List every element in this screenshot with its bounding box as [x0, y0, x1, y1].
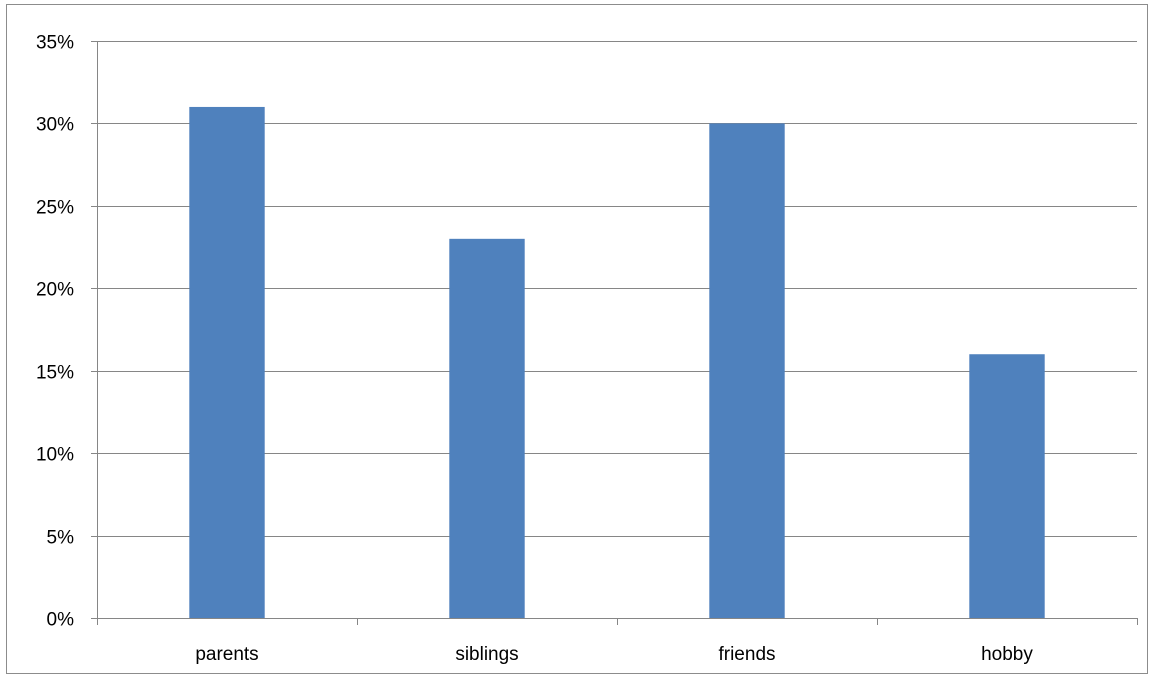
- y-tick-label: 30%: [36, 115, 74, 136]
- category-label: friends: [718, 644, 775, 665]
- bar: [189, 106, 265, 618]
- bar: [969, 354, 1045, 618]
- bar: [709, 123, 785, 618]
- y-tick-label: 35%: [36, 33, 74, 54]
- bars: [189, 106, 1045, 619]
- y-tick-label: 5%: [47, 528, 75, 549]
- y-tick-label: 25%: [36, 198, 74, 219]
- category-label: siblings: [455, 644, 518, 665]
- bar: [449, 238, 525, 619]
- axes: [91, 41, 1138, 625]
- category-label: hobby: [981, 644, 1033, 665]
- labels: 0% 5% 10% 15% 20% 25% 30% 35% parents siblings fri…: [36, 33, 1033, 666]
- y-tick-label: 15%: [36, 363, 74, 384]
- y-tick-label: 10%: [36, 445, 74, 466]
- gridlines: [97, 41, 1137, 537]
- y-tick-label: 0%: [47, 610, 75, 631]
- category-label: parents: [195, 644, 258, 665]
- y-tick-label: 20%: [36, 280, 74, 301]
